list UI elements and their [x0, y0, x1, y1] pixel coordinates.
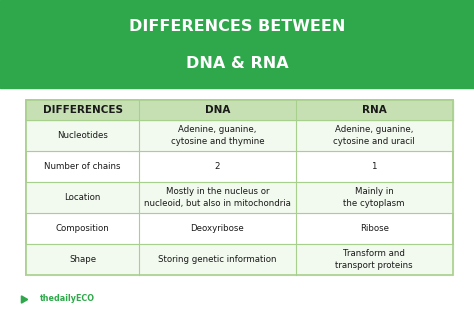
Bar: [26, 182, 453, 213]
Bar: [26, 100, 453, 275]
Text: Number of chains: Number of chains: [45, 162, 121, 171]
Text: Adenine, guanine,
cytosine and uracil: Adenine, guanine, cytosine and uracil: [333, 125, 415, 146]
Text: DNA: DNA: [205, 105, 230, 115]
Text: Mostly in the nucleus or
nucleoid, but also in mitochondria: Mostly in the nucleus or nucleoid, but a…: [144, 187, 291, 208]
Text: thedailyECO: thedailyECO: [40, 294, 95, 303]
Text: 2: 2: [215, 162, 220, 171]
Text: DIFFERENCES BETWEEN: DIFFERENCES BETWEEN: [129, 19, 345, 34]
Text: Nucleotides: Nucleotides: [57, 131, 108, 140]
Text: Composition: Composition: [56, 224, 109, 233]
Text: Shape: Shape: [69, 255, 96, 264]
Bar: [26, 244, 453, 275]
Text: Mainly in
the cytoplasm: Mainly in the cytoplasm: [344, 187, 405, 208]
Text: RNA: RNA: [362, 105, 387, 115]
Text: Transform and
transport proteins: Transform and transport proteins: [336, 249, 413, 270]
Bar: [26, 100, 453, 275]
Text: DNA & RNA: DNA & RNA: [186, 56, 288, 71]
Text: DIFFERENCES: DIFFERENCES: [43, 105, 123, 115]
Bar: [26, 120, 453, 151]
Text: 1: 1: [372, 162, 377, 171]
Bar: [26, 100, 453, 120]
Text: Adenine, guanine,
cytosine and thymine: Adenine, guanine, cytosine and thymine: [171, 125, 264, 146]
Text: Storing genetic information: Storing genetic information: [158, 255, 277, 264]
Text: Location: Location: [64, 193, 101, 202]
Bar: [0, 0, 474, 88]
Text: Deoxyribose: Deoxyribose: [191, 224, 244, 233]
Text: Ribose: Ribose: [360, 224, 389, 233]
